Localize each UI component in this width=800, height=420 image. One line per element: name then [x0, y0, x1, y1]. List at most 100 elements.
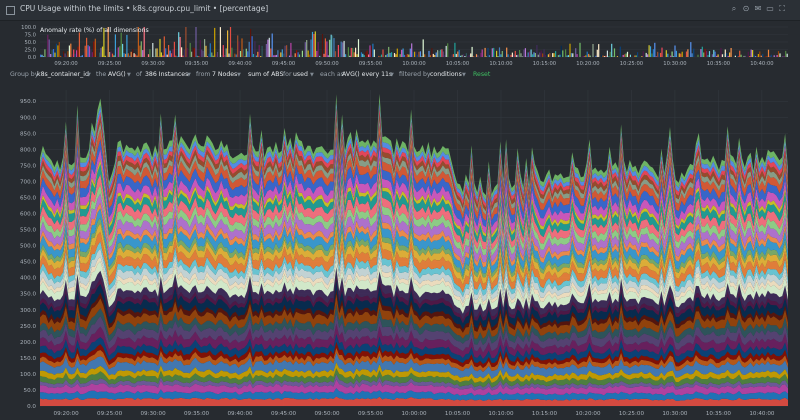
anomaly-bar — [175, 55, 177, 57]
anomaly-bar — [241, 38, 243, 57]
mail-icon[interactable]: ✉ — [754, 4, 762, 13]
anomaly-bar — [720, 48, 722, 57]
container-icon[interactable]: ▭ — [766, 4, 774, 13]
anomaly-bar — [750, 49, 752, 57]
anomaly-bar — [58, 42, 60, 57]
anomaly-bar — [611, 43, 613, 57]
anomaly-bar — [87, 45, 89, 57]
group-by-select[interactable]: k8s_container_id — [37, 71, 89, 78]
anomaly-bar — [376, 56, 378, 57]
anomaly-bar — [54, 52, 56, 57]
anomaly-bar — [81, 55, 83, 57]
anomaly-bar — [693, 48, 695, 57]
anomaly-bar — [363, 55, 365, 57]
anomaly-bar — [507, 54, 509, 57]
anomaly-bar — [704, 49, 706, 57]
anomaly-bar — [616, 56, 618, 57]
anomaly-bar — [122, 43, 124, 57]
anomaly-bar — [645, 52, 647, 57]
anomaly-bar — [685, 51, 688, 57]
area-series — [40, 323, 788, 359]
anomaly-bar — [260, 56, 262, 57]
anomaly-bar — [485, 56, 488, 57]
select-checkbox[interactable] — [6, 6, 15, 15]
conditions-select[interactable]: conditions — [430, 71, 462, 78]
time-aggregation-select[interactable]: AVG() every 11s — [342, 71, 393, 78]
instances-select[interactable]: 386 Instances — [145, 71, 189, 78]
anomaly-bar — [592, 44, 594, 57]
anomaly-bar — [527, 52, 529, 57]
fullscreen-icon[interactable]: ⛶ — [779, 4, 785, 13]
anomaly-bar — [373, 49, 375, 57]
zoom-icon[interactable]: ⊙ — [742, 4, 750, 13]
anomaly-bar — [625, 53, 627, 57]
area-series — [40, 93, 788, 201]
reset-button[interactable]: Reset — [473, 71, 491, 78]
anomaly-bar — [690, 42, 692, 57]
chevron-down-icon[interactable]: ▼ — [237, 72, 241, 78]
anomaly-bar — [628, 54, 630, 57]
anomaly-bar — [209, 43, 211, 57]
anomaly-bar — [700, 49, 702, 57]
chevron-down-icon[interactable]: ▼ — [127, 72, 131, 78]
anomaly-bar — [403, 54, 406, 57]
anomaly-bar — [370, 46, 372, 57]
anomaly-bar — [657, 51, 659, 57]
anomaly-bar — [51, 49, 53, 57]
anomaly-bar — [206, 56, 209, 57]
anomaly-bar — [393, 53, 396, 57]
aggregation-select[interactable]: AVG() — [108, 71, 126, 78]
anomaly-bar — [158, 56, 160, 57]
anomaly-bar — [198, 56, 200, 57]
anomaly-bar — [575, 48, 577, 57]
anomaly-bar — [762, 53, 764, 57]
anomaly-bar — [244, 56, 246, 57]
chevron-down-icon[interactable]: ▼ — [310, 72, 314, 78]
anomaly-bar — [235, 54, 237, 57]
x-tick-label: 10:35:00 — [706, 411, 732, 417]
anomaly-bar — [534, 53, 536, 57]
anomaly-bar — [740, 54, 742, 57]
anomaly-bar — [205, 45, 207, 57]
anomaly-bar — [323, 53, 325, 57]
anomaly-x-tick-label: 10:15:00 — [533, 61, 556, 67]
anomaly-bar — [471, 46, 473, 57]
area-series — [40, 239, 788, 298]
anomaly-bar — [777, 51, 780, 57]
area-series — [40, 352, 788, 379]
chevron-down-icon[interactable]: ▼ — [87, 72, 91, 78]
anomaly-bar — [644, 56, 646, 57]
anomaly-bar — [470, 53, 472, 57]
anomaly-bar — [422, 39, 424, 57]
anomaly-bar — [514, 50, 516, 57]
sum-of-select[interactable]: sum of ABS — [248, 71, 284, 78]
anomaly-bar — [55, 43, 57, 57]
anomaly-bar — [783, 55, 785, 57]
anomaly-bar — [159, 38, 161, 57]
anomaly-bar — [268, 37, 270, 57]
anomaly-bar — [439, 49, 442, 57]
anomaly-bar — [605, 55, 607, 57]
chevron-down-icon[interactable]: ▼ — [462, 72, 466, 78]
search-icon[interactable]: ⌕ — [731, 4, 737, 13]
chevron-down-icon[interactable]: ▼ — [390, 72, 394, 78]
anomaly-bar — [455, 53, 457, 57]
area-series — [40, 220, 788, 285]
anomaly-bar — [553, 53, 555, 57]
anomaly-bar — [452, 54, 454, 57]
anomaly-bar — [214, 27, 216, 57]
anomaly-bar — [438, 50, 440, 57]
anomaly-bar — [786, 53, 788, 57]
anomaly-bar — [67, 51, 69, 57]
dimension-select[interactable]: used — [293, 71, 308, 78]
anomaly-bar — [779, 53, 781, 57]
anomaly-bar — [156, 48, 158, 57]
anomaly-bar — [648, 45, 650, 57]
chevron-down-icon[interactable]: ▼ — [187, 72, 191, 78]
nodes-select[interactable]: 7 Nodes — [212, 71, 238, 78]
anomaly-bar — [304, 42, 306, 57]
anomaly-bar — [306, 40, 308, 57]
anomaly-bar — [532, 54, 534, 57]
anomaly-bar — [487, 47, 489, 57]
group-by-label: Group by — [10, 71, 39, 78]
